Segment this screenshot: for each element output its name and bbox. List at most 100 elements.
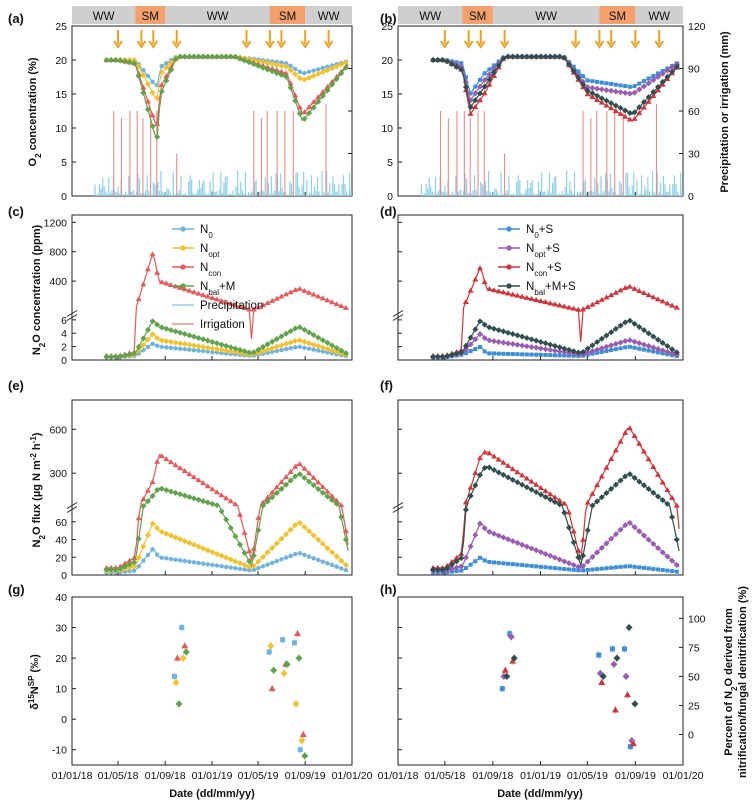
flux-N0-point [325, 561, 330, 566]
ppm-N0+S-point [534, 352, 539, 357]
sp-Ncon-point [294, 630, 302, 637]
o2-Nbal+M-point [255, 62, 262, 69]
ppm-Ncon-point [287, 289, 294, 295]
title-part: -1 [29, 436, 38, 444]
sp-Nbal+M+S-point [631, 700, 639, 708]
flux-Nopt-point [283, 531, 290, 538]
flux-Nbal+M+S-point [453, 558, 460, 565]
ppm-Nbal+M+S-point [617, 322, 624, 329]
ppm-Nopt+S-point [491, 338, 498, 345]
ppm-Nbal+M+S-point [626, 317, 633, 324]
panel-label-f: (f) [380, 378, 393, 393]
ppm-Nbal+M+S-point [603, 332, 610, 339]
ppm-Ncon-point [149, 251, 156, 257]
flux-Ncon+S-point [650, 463, 657, 469]
ppm-Nopt-point [158, 337, 165, 344]
o2-N0-point [316, 67, 321, 72]
panel-label-g: (g) [8, 582, 25, 597]
axis-break [392, 310, 404, 321]
title-part: h [31, 443, 43, 453]
o2-Nopt+S-point [472, 90, 479, 97]
x-tick-label: 01/01/19 [520, 770, 561, 782]
flux-Nopt-point [144, 532, 151, 539]
flux-Ncon-point [144, 487, 151, 493]
o2-Nbal+M+S-point [462, 84, 469, 91]
y-tick-label: 15 [55, 89, 67, 101]
sp-Nbal+M-point [301, 752, 309, 760]
o2-Nbal+M+S-point [622, 107, 629, 114]
flux-Nbal+M+S-point [434, 566, 441, 573]
ppm-Nopt-point [310, 341, 317, 348]
y2-tick-label: 50 [688, 671, 700, 683]
ppm-Ncon+S-point [636, 287, 643, 293]
sp-N0-point [280, 637, 286, 643]
flux-Ncon-point [200, 480, 207, 486]
y2-tick-label: 0 [688, 729, 694, 741]
flux-Nbal+M+S-point [509, 476, 516, 483]
flux-Nopt+S-point [533, 547, 540, 554]
flux-Ncon-point [195, 477, 202, 483]
sp-N0+S-point [627, 744, 633, 750]
flux-Ncon+S-point [458, 550, 465, 556]
flux-N0+S-point [604, 566, 609, 571]
y-tick-label: 6 [61, 315, 67, 327]
flux-N0+S-point [590, 567, 595, 572]
ppm-N0-point [187, 347, 192, 352]
x-title-left: Date (dd/mm/yy) [169, 788, 255, 800]
ppm-Ncon+S-point [472, 276, 479, 282]
panel-label-h: (h) [380, 582, 397, 597]
ppm-Nbal+M+S-point [631, 320, 638, 327]
flux-Ncon+S-point [486, 450, 493, 456]
ppm-Ncon+S-point [584, 304, 591, 310]
flux-Ncon-point [190, 474, 197, 480]
ppm-N0+S-point [599, 349, 604, 354]
flux-N0+S-point [651, 566, 656, 571]
ppm-Ncon-point [255, 304, 262, 310]
o2-Nbal+M+S-point [594, 92, 601, 99]
flux-Nbal+M+S-point [631, 474, 638, 481]
flux-Ncon+S-point [659, 479, 666, 485]
ppm-Nopt+S-point [551, 347, 558, 354]
title-part: (‰) [29, 654, 41, 676]
y-title-o2: O2 concentration (%) [27, 57, 43, 166]
ppm-Nbal+M+S-point [584, 345, 591, 352]
y-tick-label: 30 [55, 623, 67, 635]
flux-Nbal+M+S-point [547, 496, 554, 503]
o2-Ncon+S-point [617, 110, 624, 116]
o2-N0+S-point [646, 76, 651, 81]
ppm-Nbal+M+S-point [650, 333, 657, 340]
ppm-Nopt+S-point [640, 341, 647, 348]
ppm-Nopt+S-point [608, 342, 615, 349]
ppm-Nbal+M-point [190, 333, 197, 340]
o2-N0+S-point [599, 80, 604, 85]
ppm-N0-point [150, 341, 155, 347]
flux-Ncon-point [338, 502, 345, 508]
flux-Nbal+M+S-point [636, 478, 643, 485]
ppm-Ncon-point [195, 290, 202, 296]
flux-Nopt+S-point [566, 560, 572, 567]
season-label: WW [93, 11, 115, 23]
ppm-Ncon-point [158, 279, 165, 285]
ppm-N0+S-point [524, 352, 529, 357]
flux-Ncon+S-point [514, 469, 521, 475]
flux-Nopt-point [149, 520, 156, 527]
sp-Ncon-point [181, 642, 189, 649]
ppm-Ncon-point [250, 306, 257, 312]
o2-Nbal+M+S-point [631, 109, 638, 116]
ppm-Ncon+S-point [523, 294, 530, 300]
ppm-Nopt-point [306, 340, 313, 347]
y2-tick-label: 0 [688, 191, 694, 203]
flux-N0+S-point [477, 555, 482, 560]
ppm-Ncon+S-point [481, 279, 488, 285]
ppm-Ncon-point [246, 306, 253, 312]
sp-Nbal+M+S-point [510, 654, 518, 662]
y-title-sp: δ15NSP (‰) [27, 654, 42, 710]
o2-Nbal+M-point [306, 110, 313, 117]
season-label: SM [469, 11, 486, 23]
x-tick-label: 01/01/20 [332, 770, 373, 782]
plot-frame-g [71, 596, 353, 766]
o2-N0-point [288, 63, 293, 69]
ppm-Nopt+S-point [542, 346, 549, 353]
flux-N0-point [182, 558, 187, 564]
